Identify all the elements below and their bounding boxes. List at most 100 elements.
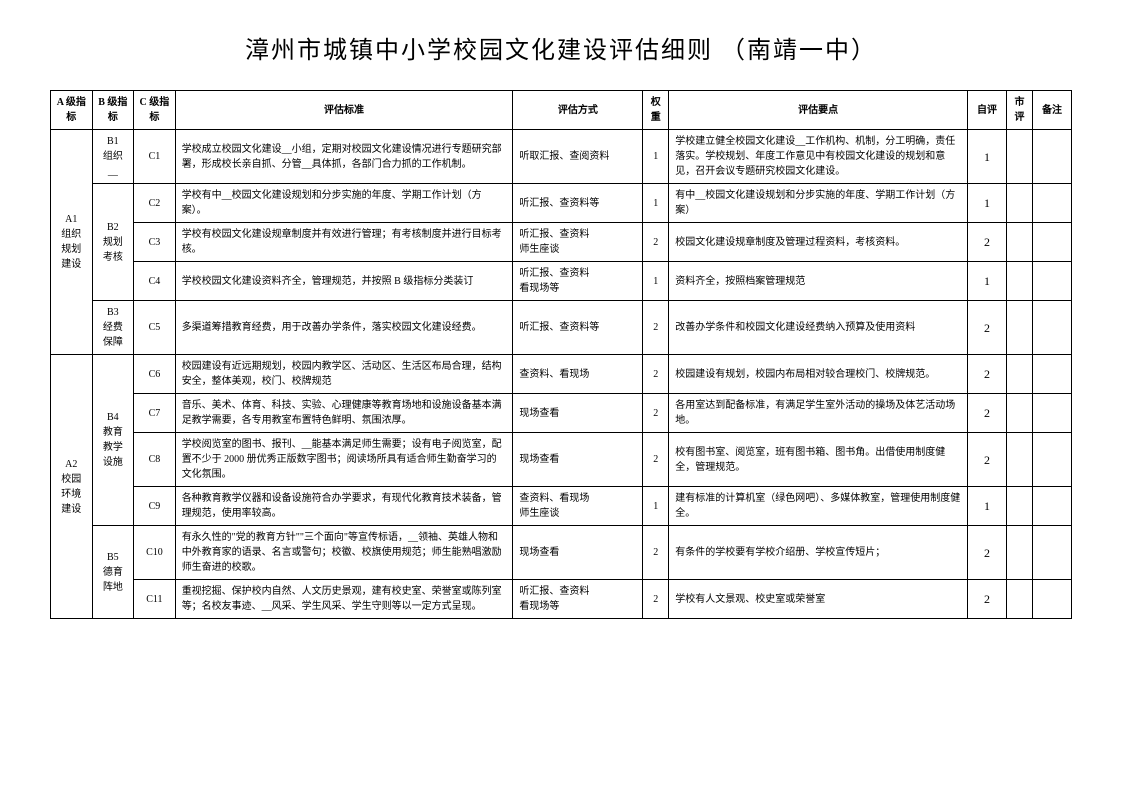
table-row: C8 学校阅览室的图书、报刊、__能基本满足师生需要；设有电子阅览室，配置不少于… (51, 433, 1072, 487)
cell-cidx: C8 (134, 433, 176, 487)
table-row: A2校园环境建设 B4教育教学设施 C6 校园建设有近远期规划，校园内教学区、活… (51, 355, 1072, 394)
cell-weight: 2 (643, 223, 669, 262)
cell-standard: 学校校园文化建设资料齐全，管理规范，并按照 B 级指标分类装订 (175, 262, 513, 301)
cell-standard: 学校有校园文化建设规章制度并有效进行管理；有考核制度并进行目标考核。 (175, 223, 513, 262)
cell-method: 现场查看 (513, 526, 643, 580)
cell-city (1007, 580, 1033, 619)
hdr-weight: 权重 (643, 91, 669, 130)
table-row: A1组织规划建设 B1组织__ C1 学校成立校园文化建设__小组，定期对校园文… (51, 130, 1072, 184)
hdr-note: 备注 (1032, 91, 1071, 130)
cell-points: 学校有人文景观、校史室或荣誉室 (669, 580, 968, 619)
cell-city (1007, 301, 1033, 355)
cell-method: 现场查看 (513, 394, 643, 433)
cell-weight: 2 (643, 301, 669, 355)
cell-self: 1 (968, 262, 1007, 301)
cell-a1: A1组织规划建设 (51, 130, 93, 355)
cell-city (1007, 223, 1033, 262)
cell-weight: 1 (643, 262, 669, 301)
cell-weight: 1 (643, 184, 669, 223)
cell-note (1032, 580, 1071, 619)
cell-city (1007, 487, 1033, 526)
cell-a2: A2校园环境建设 (51, 355, 93, 619)
cell-city (1007, 433, 1033, 487)
cell-city (1007, 526, 1033, 580)
hdr-standard: 评估标准 (175, 91, 513, 130)
cell-self: 2 (968, 301, 1007, 355)
cell-note (1032, 433, 1071, 487)
table-row: B3经费保障 C5 多渠道筹措教育经费，用于改善办学条件，落实校园文化建设经费。… (51, 301, 1072, 355)
cell-note (1032, 526, 1071, 580)
cell-city (1007, 130, 1033, 184)
evaluation-table: A 级指标 B 级指标 C 级指标 评估标准 评估方式 权重 评估要点 自评 市… (50, 90, 1072, 619)
cell-standard: 学校阅览室的图书、报刊、__能基本满足师生需要；设有电子阅览室，配置不少于 20… (175, 433, 513, 487)
cell-method: 现场查看 (513, 433, 643, 487)
cell-weight: 1 (643, 130, 669, 184)
cell-method: 查资料、看现场师生座谈 (513, 487, 643, 526)
cell-standard: 校园建设有近远期规划，校园内教学区、活动区、生活区布局合理，结构安全，整体美观，… (175, 355, 513, 394)
hdr-c: C 级指标 (134, 91, 176, 130)
cell-self: 2 (968, 223, 1007, 262)
cell-method: 听汇报、查资料看现场等 (513, 580, 643, 619)
cell-method: 听汇报、查资料等 (513, 301, 643, 355)
table-row: B5德育阵地 C10 有永久性的"党的教育方针""三个面向"等宣传标语，__领袖… (51, 526, 1072, 580)
cell-self: 2 (968, 355, 1007, 394)
cell-self: 1 (968, 487, 1007, 526)
cell-cidx: C3 (134, 223, 176, 262)
hdr-self: 自评 (968, 91, 1007, 130)
cell-note (1032, 184, 1071, 223)
hdr-city: 市评 (1007, 91, 1033, 130)
cell-weight: 2 (643, 394, 669, 433)
cell-cidx: C6 (134, 355, 176, 394)
cell-points: 学校建立健全校园文化建设__工作机构、机制，分工明确，责任落实。学校规划、年度工… (669, 130, 968, 184)
cell-method: 听汇报、查资料师生座谈 (513, 223, 643, 262)
cell-points: 校园建设有规划，校园内布局相对较合理校门、校牌规范。 (669, 355, 968, 394)
cell-b2: B2规划考核 (92, 184, 134, 301)
cell-standard: 学校成立校园文化建设__小组，定期对校园文化建设情况进行专题研究部署，形成校长亲… (175, 130, 513, 184)
cell-cidx: C7 (134, 394, 176, 433)
cell-self: 1 (968, 130, 1007, 184)
cell-self: 2 (968, 433, 1007, 487)
cell-b5: B5德育阵地 (92, 526, 134, 619)
cell-weight: 2 (643, 580, 669, 619)
cell-note (1032, 130, 1071, 184)
cell-points: 校园文化建设规章制度及管理过程资料，考核资料。 (669, 223, 968, 262)
table-row: C3 学校有校园文化建设规章制度并有效进行管理；有考核制度并进行目标考核。 听汇… (51, 223, 1072, 262)
hdr-method: 评估方式 (513, 91, 643, 130)
page-title: 漳州市城镇中小学校园文化建设评估细则 （南靖一中） (50, 30, 1072, 65)
header-row: A 级指标 B 级指标 C 级指标 评估标准 评估方式 权重 评估要点 自评 市… (51, 91, 1072, 130)
hdr-points: 评估要点 (669, 91, 968, 130)
cell-note (1032, 487, 1071, 526)
cell-cidx: C5 (134, 301, 176, 355)
cell-note (1032, 301, 1071, 355)
hdr-a: A 级指标 (51, 91, 93, 130)
cell-standard: 音乐、美术、体育、科技、实验、心理健康等教育场地和设施设备基本满足教学需要，各专… (175, 394, 513, 433)
cell-cidx: C11 (134, 580, 176, 619)
cell-points: 各用室达到配备标准，有满足学生室外活动的操场及体艺活动场地。 (669, 394, 968, 433)
cell-cidx: C2 (134, 184, 176, 223)
cell-points: 资料齐全，按照档案管理规范 (669, 262, 968, 301)
cell-note (1032, 355, 1071, 394)
cell-city (1007, 355, 1033, 394)
table-row: C11 重视挖掘、保护校内自然、人文历史景观，建有校史室、荣誉室或陈列室等；名校… (51, 580, 1072, 619)
cell-weight: 2 (643, 355, 669, 394)
cell-standard: 多渠道筹措教育经费，用于改善办学条件，落实校园文化建设经费。 (175, 301, 513, 355)
cell-weight: 1 (643, 487, 669, 526)
cell-weight: 2 (643, 526, 669, 580)
table-row: C9 各种教育教学仪器和设备设施符合办学要求，有现代化教育技术装备，管理规范，使… (51, 487, 1072, 526)
cell-b3: B3经费保障 (92, 301, 134, 355)
cell-self: 1 (968, 184, 1007, 223)
cell-method: 听汇报、查资料看现场等 (513, 262, 643, 301)
cell-standard: 重视挖掘、保护校内自然、人文历史景观，建有校史室、荣誉室或陈列室等；名校友事迹、… (175, 580, 513, 619)
cell-note (1032, 223, 1071, 262)
hdr-b: B 级指标 (92, 91, 134, 130)
cell-cidx: C9 (134, 487, 176, 526)
table-row: C4 学校校园文化建设资料齐全，管理规范，并按照 B 级指标分类装订 听汇报、查… (51, 262, 1072, 301)
cell-points: 有中__校园文化建设规划和分步实施的年度、学期工作计划（方案） (669, 184, 968, 223)
cell-standard: 学校有中__校园文化建设规划和分步实施的年度、学期工作计划（方案）。 (175, 184, 513, 223)
cell-weight: 2 (643, 433, 669, 487)
cell-standard: 有永久性的"党的教育方针""三个面向"等宣传标语，__领袖、英雄人物和中外教育家… (175, 526, 513, 580)
cell-self: 2 (968, 394, 1007, 433)
cell-method: 听汇报、查资料等 (513, 184, 643, 223)
cell-note (1032, 394, 1071, 433)
cell-cidx: C1 (134, 130, 176, 184)
